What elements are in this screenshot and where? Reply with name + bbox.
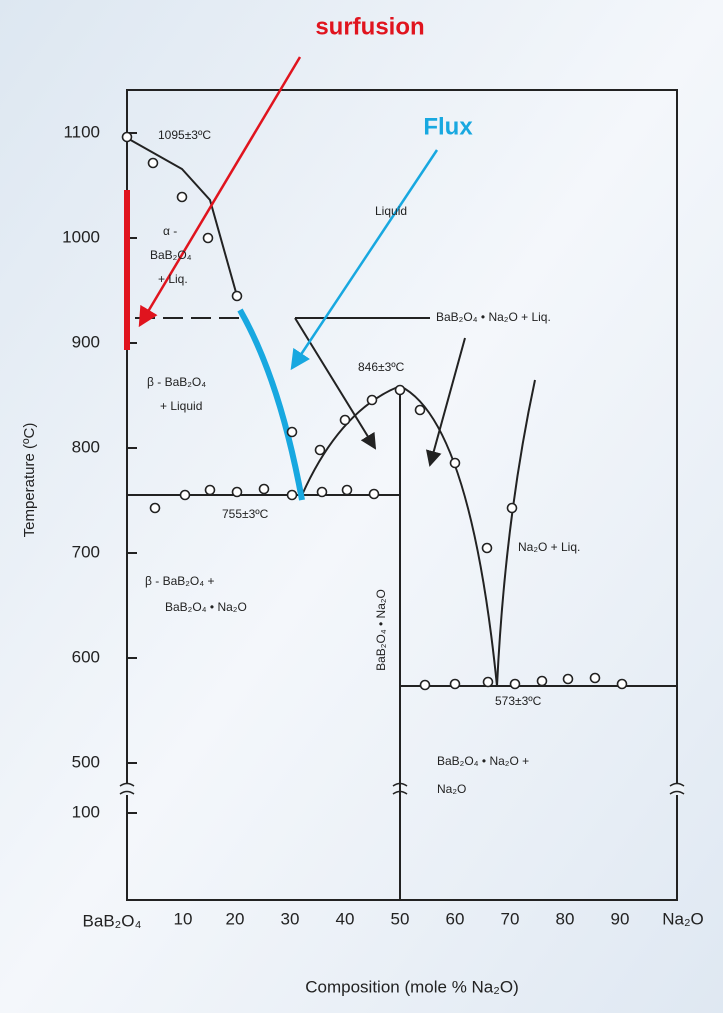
y-tick-label: 900 bbox=[72, 332, 100, 351]
x-tick-labels: BaB₂O₄ 10 20 30 40 50 60 70 80 90 Na₂O bbox=[83, 909, 704, 930]
y-tick-label: 100 bbox=[72, 802, 100, 821]
annotation: Flux bbox=[423, 113, 473, 140]
x-tick-label: 10 bbox=[174, 909, 193, 928]
label: + Liquid bbox=[160, 399, 202, 413]
y-tick-label: 800 bbox=[72, 437, 100, 456]
label: BaB₂O₄ • Na₂O + bbox=[437, 754, 529, 768]
label: Na₂O bbox=[437, 782, 466, 796]
x-tick-label: 70 bbox=[501, 909, 520, 928]
region-labels: 1095±3ºC Liquid α - BaB₂O₄ + Liq. BaB₂O₄… bbox=[145, 128, 580, 796]
label: BaB₂O₄ • Na₂O bbox=[374, 589, 388, 671]
surfusion-arrow bbox=[138, 56, 302, 328]
label: + Liq. bbox=[158, 272, 188, 286]
label: 846±3ºC bbox=[358, 360, 405, 374]
x-tick-label: Na₂O bbox=[662, 909, 704, 928]
x-tick-label: 40 bbox=[336, 909, 355, 928]
label: BaB₂O₄ bbox=[150, 248, 192, 262]
y-tick-label: 500 bbox=[72, 752, 100, 771]
label: 1095±3ºC bbox=[158, 128, 211, 142]
label: α - bbox=[163, 224, 177, 238]
x-tick-label: BaB₂O₄ bbox=[83, 911, 142, 930]
annotation: surfusion bbox=[315, 13, 424, 40]
x-axis-title: Composition (mole % Na₂O) bbox=[305, 977, 519, 996]
x-tick-label: 90 bbox=[611, 909, 630, 928]
x-tick-label: 80 bbox=[556, 909, 575, 928]
y-tick-label: 1100 bbox=[63, 122, 100, 141]
y-tick-label: 700 bbox=[72, 542, 100, 561]
label: BaB₂O₄ • Na₂O + Liq. bbox=[436, 310, 551, 324]
label: β - BaB₂O₄ bbox=[147, 375, 206, 389]
y-tick-labels: 1100 1000 900 800 700 600 500 100 bbox=[62, 122, 100, 821]
x-tick-label: 60 bbox=[446, 909, 465, 928]
label: β - BaB₂O₄ + bbox=[145, 574, 214, 588]
label: 755±3ºC bbox=[222, 507, 269, 521]
label: Na₂O + Liq. bbox=[518, 540, 580, 554]
flux-curve bbox=[237, 308, 305, 501]
ticks bbox=[127, 132, 137, 814]
label: BaB₂O₄ • Na₂O bbox=[165, 600, 247, 614]
plot bbox=[119, 56, 685, 901]
x-tick-label: 50 bbox=[391, 909, 410, 928]
x-tick-label: 30 bbox=[281, 909, 300, 928]
y-tick-label: 1000 bbox=[62, 227, 100, 246]
phase-lines bbox=[126, 137, 677, 900]
flux-arrow bbox=[290, 149, 439, 371]
label: 573±3ºC bbox=[495, 694, 542, 708]
label: Liquid bbox=[375, 204, 407, 218]
x-tick-label: 20 bbox=[226, 909, 245, 928]
data-points bbox=[121, 131, 628, 691]
y-axis-title: Temperature (ºC) bbox=[21, 423, 38, 538]
y-tick-label: 600 bbox=[72, 647, 100, 666]
